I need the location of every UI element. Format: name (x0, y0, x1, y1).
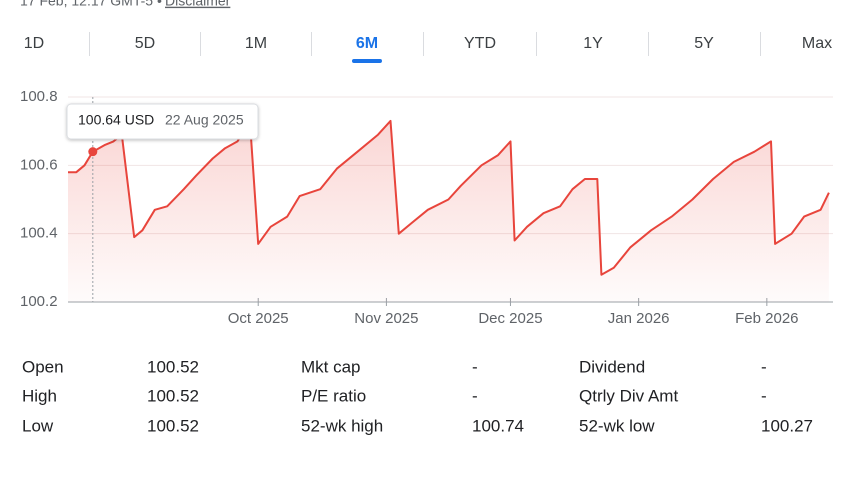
x-tick-label: Jan 2026 (608, 310, 670, 327)
range-tab[interactable]: 1M (245, 35, 267, 52)
stat-value: 100.74 (472, 416, 524, 435)
stat-value: - (472, 386, 478, 405)
range-tab[interactable]: Max (802, 35, 832, 52)
y-tick-label: 100.4 (20, 225, 58, 242)
stat-label: High (22, 386, 57, 405)
stat-value: 100.27 (761, 416, 813, 435)
timestamp: 17 Feb, 12:17 GMT-5 • (20, 0, 162, 9)
tooltip-price: 100.64 USD (78, 112, 154, 128)
range-tab[interactable]: 5D (135, 35, 155, 52)
hover-point (88, 147, 98, 157)
stat-label: Dividend (579, 357, 645, 376)
y-tick-label: 100.6 (20, 156, 58, 173)
stat-label: P/E ratio (301, 386, 366, 405)
price-line (68, 119, 830, 276)
stat-label: Low (22, 416, 54, 435)
stat-label: Qtrly Div Amt (579, 386, 678, 405)
range-tab[interactable]: 5Y (694, 35, 714, 52)
tooltip-box (66, 103, 259, 140)
tooltip-date: 22 Aug 2025 (165, 112, 244, 128)
stat-value: 100.52 (147, 386, 199, 405)
y-tick-label: 100.2 (20, 293, 58, 310)
stat-value: 100.52 (147, 416, 199, 435)
range-tab[interactable]: 1Y (583, 35, 603, 52)
x-tick-label: Feb 2026 (735, 310, 798, 327)
stat-label: Mkt cap (301, 357, 361, 376)
range-tab[interactable]: 6M (356, 35, 378, 52)
disclaimer-link[interactable]: Disclaimer (165, 0, 231, 9)
range-tab[interactable]: YTD (464, 35, 496, 52)
x-tick-label: Oct 2025 (228, 310, 289, 327)
price-area (68, 120, 829, 303)
stat-value: - (761, 357, 767, 376)
y-tick-label: 100.8 (20, 88, 58, 105)
stat-value: 100.52 (147, 357, 199, 376)
stat-value: - (472, 357, 478, 376)
x-tick-label: Nov 2025 (354, 310, 418, 327)
stat-label: 52-wk high (301, 416, 383, 435)
range-tab[interactable]: 1D (24, 35, 44, 52)
stat-label: 52-wk low (579, 416, 655, 435)
stat-label: Open (22, 357, 64, 376)
x-tick-label: Dec 2025 (478, 310, 542, 327)
stat-value: - (761, 386, 767, 405)
selected-tab-indicator (352, 59, 382, 63)
